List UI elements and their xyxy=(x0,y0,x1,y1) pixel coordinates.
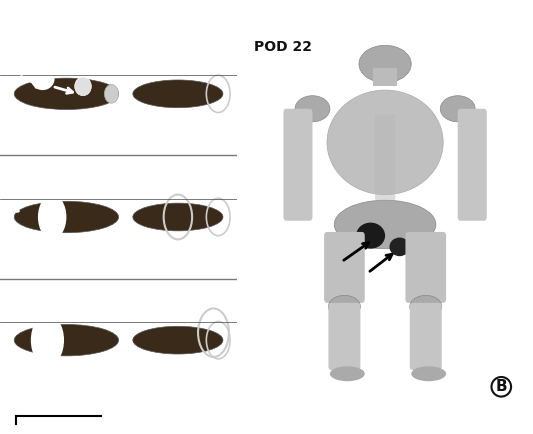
Ellipse shape xyxy=(359,45,411,82)
Ellipse shape xyxy=(327,90,443,194)
Text: A: A xyxy=(207,381,220,396)
FancyBboxPatch shape xyxy=(284,109,312,221)
Text: POD 20: POD 20 xyxy=(7,43,65,57)
Ellipse shape xyxy=(330,366,365,381)
FancyBboxPatch shape xyxy=(410,303,442,370)
Ellipse shape xyxy=(104,85,118,103)
Ellipse shape xyxy=(440,95,475,122)
Ellipse shape xyxy=(334,200,436,249)
Ellipse shape xyxy=(328,296,360,318)
Ellipse shape xyxy=(411,366,446,381)
FancyBboxPatch shape xyxy=(375,114,395,200)
Ellipse shape xyxy=(133,203,223,231)
FancyBboxPatch shape xyxy=(324,232,365,303)
Circle shape xyxy=(31,314,64,366)
Ellipse shape xyxy=(133,326,223,354)
Ellipse shape xyxy=(31,68,54,90)
Ellipse shape xyxy=(14,78,119,109)
Ellipse shape xyxy=(133,80,223,108)
FancyBboxPatch shape xyxy=(328,303,360,370)
Ellipse shape xyxy=(75,77,91,95)
Ellipse shape xyxy=(356,223,385,249)
Ellipse shape xyxy=(390,237,410,256)
Bar xyxy=(374,68,397,86)
FancyBboxPatch shape xyxy=(458,109,487,221)
Ellipse shape xyxy=(410,296,442,318)
FancyBboxPatch shape xyxy=(406,232,446,303)
Text: B: B xyxy=(496,379,507,394)
Ellipse shape xyxy=(14,325,119,356)
Ellipse shape xyxy=(14,201,119,233)
Ellipse shape xyxy=(295,95,330,122)
Text: POD 22: POD 22 xyxy=(254,39,312,54)
Circle shape xyxy=(38,194,67,240)
